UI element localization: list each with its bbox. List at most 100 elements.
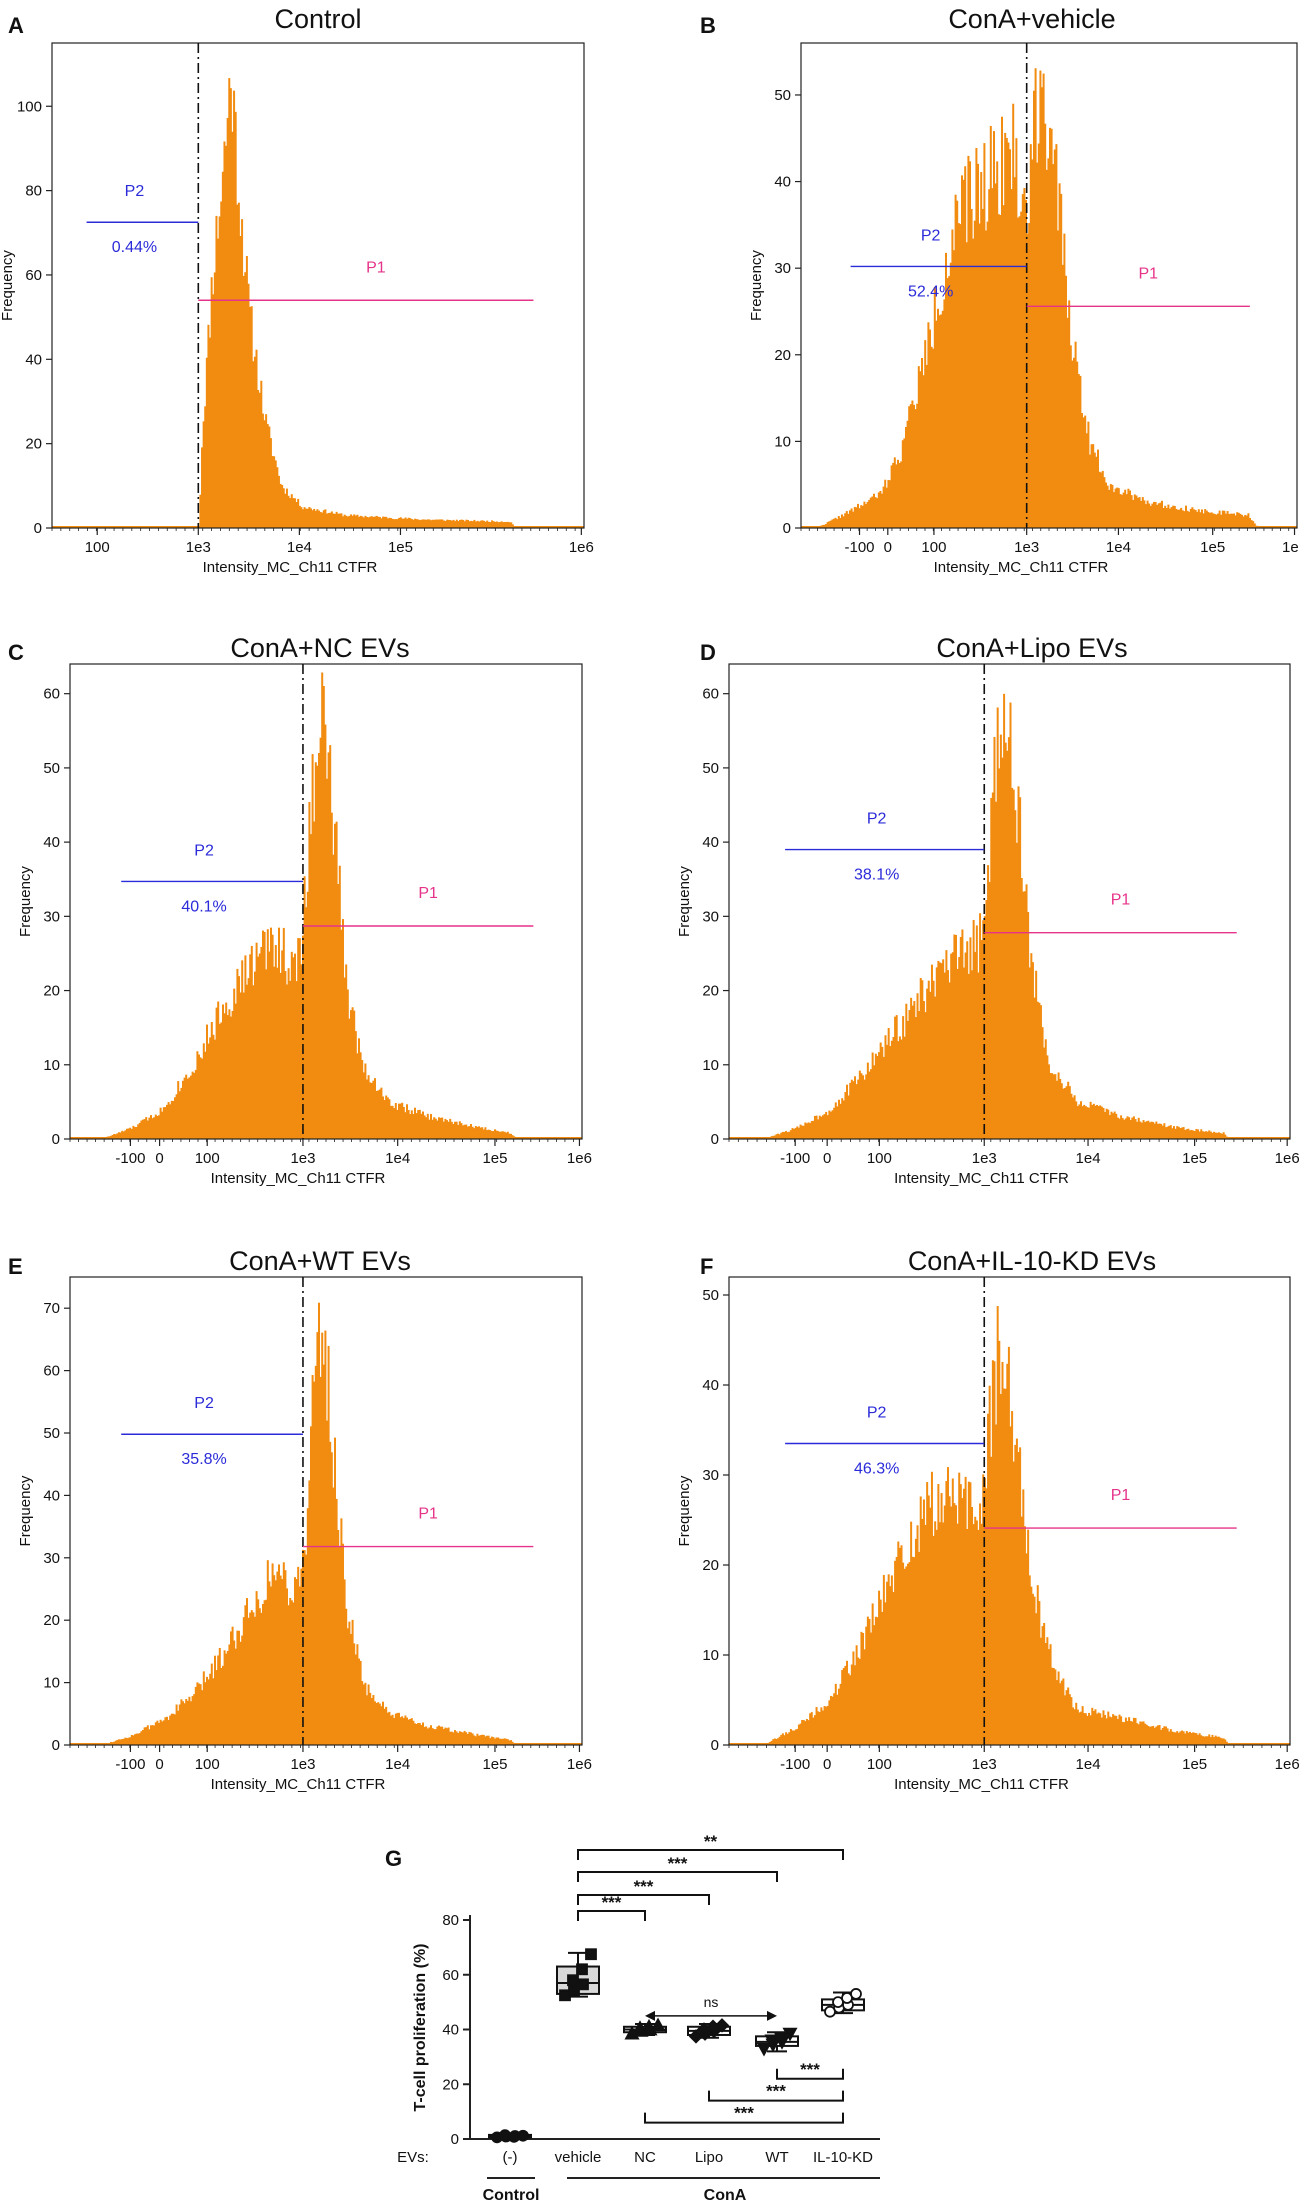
histogram-bar — [348, 515, 351, 528]
histogram-bar — [925, 364, 928, 528]
histogram-bar — [452, 519, 455, 528]
histogram-bar — [950, 953, 953, 1139]
histogram-bar — [433, 1729, 436, 1745]
histogram-bar — [474, 1736, 477, 1745]
histogram-bar — [204, 1051, 207, 1139]
histogram-bar — [1076, 361, 1079, 528]
histogram-bar — [869, 497, 872, 528]
y-tick-label: 30 — [702, 1467, 719, 1484]
histogram-bar — [302, 1549, 304, 1745]
histogram-bar — [788, 1732, 791, 1745]
histogram-bar — [209, 1037, 212, 1139]
histogram-bar — [980, 940, 983, 1139]
histogram-bar — [281, 1579, 284, 1745]
histogram-bar — [297, 498, 300, 528]
histogram-bar — [1205, 1736, 1208, 1745]
x-tick-label: 1e4 — [1076, 1150, 1101, 1167]
histogram-bar — [1033, 997, 1036, 1139]
histogram-bar — [1131, 1721, 1134, 1745]
histogram-bar — [958, 1472, 961, 1745]
histogram-bar — [1084, 1106, 1087, 1139]
histogram-bar — [327, 512, 330, 528]
histogram-bar — [1150, 1121, 1153, 1139]
histogram-bar — [161, 1111, 164, 1139]
x-category-label: NC — [634, 2149, 656, 2166]
histogram-bars — [764, 1306, 1230, 1745]
histogram-bar — [418, 1109, 421, 1139]
histogram-bar — [167, 1102, 170, 1139]
histogram-bar — [1028, 223, 1031, 528]
histogram-bar — [828, 1700, 831, 1745]
histogram-bar — [1145, 504, 1147, 528]
histogram-bar — [126, 1128, 128, 1139]
histogram-bar — [775, 1134, 778, 1139]
histogram-bar — [407, 517, 410, 528]
histogram-bar — [807, 1122, 810, 1139]
histogram-bar — [313, 1381, 316, 1745]
x-tick-label: -100 — [780, 1756, 810, 1773]
histogram-bar — [1192, 1732, 1195, 1745]
histogram-bar — [957, 223, 960, 528]
histogram-bar — [1036, 1585, 1039, 1745]
histogram-bar — [1177, 1126, 1180, 1139]
histogram-bar — [476, 1733, 479, 1745]
histogram-bar — [873, 1065, 876, 1139]
histogram-bar — [1121, 494, 1123, 528]
histogram-bar — [257, 1599, 260, 1745]
histogram-bar — [327, 752, 330, 1139]
histogram-bar — [997, 214, 1000, 528]
histogram-bar — [118, 1739, 120, 1745]
histogram-bar — [359, 1660, 362, 1745]
histogram-bar — [945, 1481, 948, 1745]
histogram-bar — [953, 934, 956, 1139]
histogram-bar — [1213, 1131, 1216, 1139]
x-tick-label: 100 — [85, 539, 110, 556]
histogram-bar — [831, 1696, 834, 1745]
histogram-bar — [246, 1598, 248, 1745]
histogram-bar — [356, 1644, 359, 1745]
histogram-bar — [780, 1132, 783, 1139]
histogram-bar — [921, 980, 924, 1139]
y-tick-label: 20 — [43, 983, 60, 1000]
histogram-bar — [825, 1111, 828, 1139]
histogram-bar — [1215, 514, 1218, 528]
histogram-bar — [228, 1644, 231, 1745]
histogram-bar — [478, 1735, 480, 1745]
histogram-bar — [1123, 1119, 1126, 1139]
histogram-bar — [409, 518, 412, 528]
histogram-bar — [967, 1481, 970, 1745]
histogram-bar — [1013, 177, 1016, 529]
histogram-bar — [900, 1545, 903, 1745]
histogram-bar — [1043, 1622, 1046, 1745]
histogram-bar — [1106, 485, 1109, 528]
group-label: Control — [483, 2187, 540, 2204]
histogram-bar — [458, 1731, 461, 1745]
histogram-bar — [1236, 512, 1239, 528]
histogram-bar — [1005, 137, 1008, 529]
histogram-bar — [785, 1130, 788, 1139]
histogram-bar — [340, 513, 343, 528]
histogram-bar — [306, 1508, 309, 1745]
histogram-bar — [311, 510, 314, 528]
histogram-bar — [473, 1735, 476, 1745]
histogram-bar — [1129, 490, 1131, 528]
histogram-bar — [364, 1063, 367, 1139]
histogram-bar — [324, 724, 327, 1139]
histogram-bar — [466, 1126, 469, 1139]
histogram-bar — [441, 1726, 444, 1745]
histogram-bar — [495, 521, 498, 528]
histogram-bar — [484, 521, 487, 528]
y-tick-label: 40 — [702, 1377, 719, 1394]
histogram-bar — [410, 519, 413, 528]
histogram-bar — [503, 1131, 506, 1139]
histogram-bar — [1081, 413, 1083, 528]
histogram-bar — [1226, 511, 1229, 528]
histogram-bar — [1096, 1104, 1099, 1139]
histogram-bar — [841, 1670, 844, 1745]
histogram-bar — [932, 1535, 935, 1745]
histogram-bar — [455, 1121, 458, 1139]
histogram-bar — [981, 208, 984, 528]
histogram-bar — [903, 1568, 906, 1745]
histogram-bar — [995, 1424, 998, 1745]
